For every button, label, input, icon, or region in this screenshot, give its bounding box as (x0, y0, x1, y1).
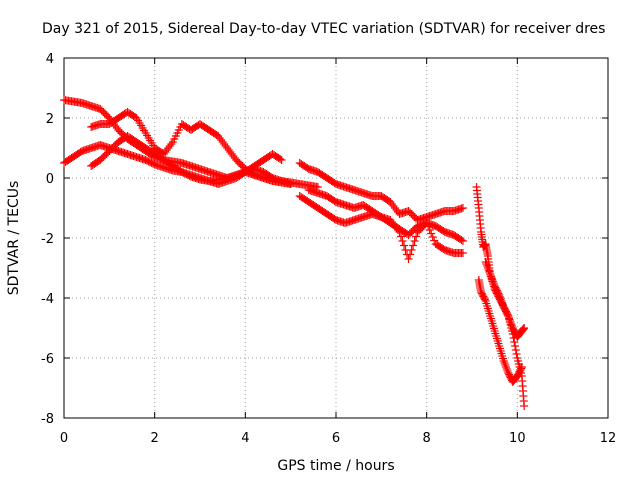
data-point (458, 237, 467, 245)
data-point (500, 359, 509, 367)
data-point (501, 361, 510, 369)
data-point (483, 262, 492, 270)
y-tick-label: 2 (46, 112, 54, 127)
x-tick-label: 6 (332, 431, 340, 446)
data-point (458, 249, 467, 257)
data-point (517, 364, 526, 373)
x-axis-label: GPS time / hours (277, 458, 394, 474)
data-point (499, 357, 508, 365)
x-tick-label: 4 (241, 431, 249, 446)
data-point (505, 314, 514, 322)
data-point (412, 232, 421, 241)
y-tick-label: 0 (46, 172, 54, 187)
data-point (481, 258, 490, 266)
data-point (503, 367, 512, 375)
data-point (511, 346, 520, 354)
data-point (483, 264, 492, 272)
data-point (503, 310, 512, 319)
data-point (508, 322, 517, 330)
chart-title: Day 321 of 2015, Sidereal Day-to-day VTE… (42, 21, 605, 37)
data-point (457, 236, 466, 244)
x-tick-label: 2 (151, 431, 159, 446)
data-point (400, 241, 408, 250)
data-point (502, 363, 510, 371)
y-tick-label: -6 (41, 352, 54, 367)
axis-tick-labels: 0 2 4 6 8 10 12 -8 -6 -4 -2 0 2 4 (41, 52, 616, 446)
data-point (484, 266, 493, 274)
data-point (276, 155, 285, 163)
data-point (482, 260, 491, 268)
data-point (398, 237, 407, 245)
data-point (506, 318, 515, 326)
data-point (410, 237, 419, 245)
y-axis-label: SDTVAR / TECUs (6, 181, 22, 296)
data-points (60, 96, 529, 410)
data-point (430, 236, 439, 245)
axis-ticks (63, 57, 609, 419)
x-tick-label: 0 (60, 431, 68, 446)
data-point (404, 255, 413, 263)
data-point (507, 320, 516, 328)
x-tick-label: 12 (600, 431, 617, 446)
y-tick-label: -8 (41, 412, 54, 427)
data-point (504, 312, 513, 320)
data-point (520, 402, 529, 410)
data-point (407, 246, 416, 254)
x-tick-label: 10 (509, 431, 526, 446)
data-point (520, 324, 529, 332)
data-point (517, 363, 526, 371)
data-point (409, 241, 418, 250)
data-point (277, 156, 286, 164)
data-point (458, 204, 467, 212)
y-tick-label: 4 (46, 52, 54, 67)
data-point (286, 180, 295, 188)
data-point (485, 268, 494, 276)
data-point (406, 250, 415, 259)
x-tick-label: 8 (423, 431, 431, 446)
data-point (505, 316, 514, 324)
y-tick-label: -2 (41, 232, 54, 247)
data-point (510, 338, 519, 346)
grid-lines (64, 58, 608, 418)
data-point (502, 365, 511, 373)
data-point (511, 342, 520, 350)
data-point (480, 295, 489, 304)
y-tick-label: -4 (41, 292, 54, 307)
data-point (167, 140, 176, 148)
data-point (427, 229, 436, 238)
data-point (512, 350, 521, 358)
data-point (428, 233, 437, 241)
